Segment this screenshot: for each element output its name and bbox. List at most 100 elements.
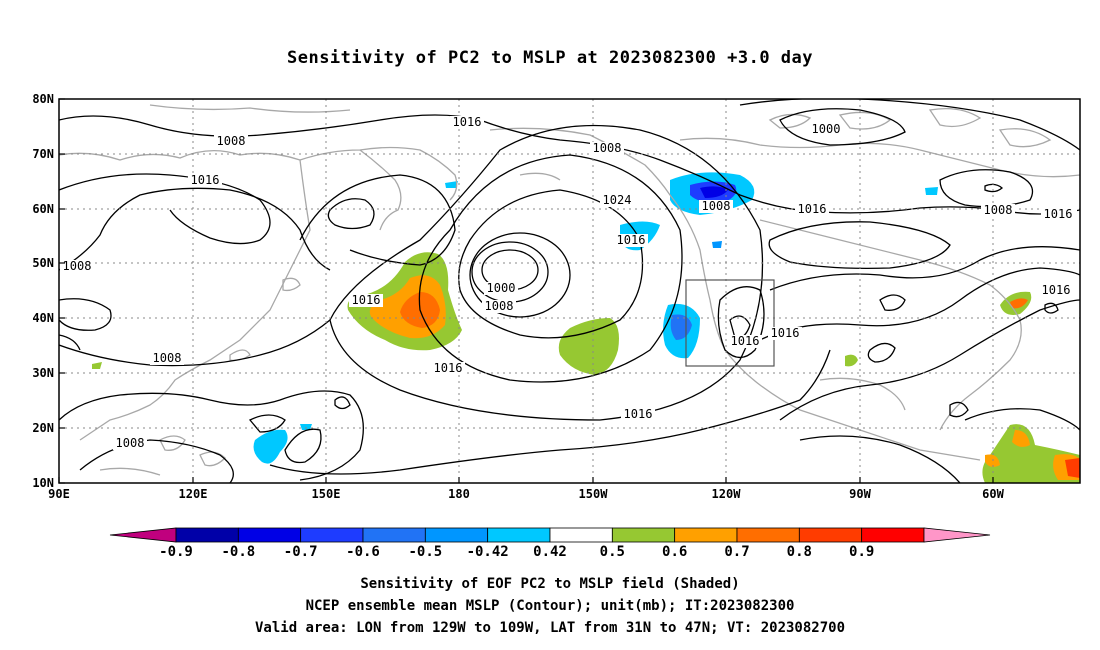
colorbar-tick-label: -0.42 xyxy=(467,544,509,560)
contour-label-bg xyxy=(60,260,94,273)
contour-labels: 1016 1008 1016 1008 1000 1016 1008 1016 1024 1008… xyxy=(60,115,1077,450)
contour-label-bg xyxy=(484,282,518,295)
caption-line-shaded: Sensitivity of EOF PC2 to MSLP field (Sh… xyxy=(360,576,740,592)
colorbar-segment xyxy=(237,527,302,543)
contour-label: 1008 xyxy=(485,299,514,313)
lon-label: 120W xyxy=(712,487,742,501)
contour-label-bg xyxy=(699,200,733,213)
contour-label-bg xyxy=(981,204,1015,217)
contour-label: 1016 xyxy=(731,334,760,348)
contour-label-bg xyxy=(214,135,248,148)
positive-shade-region xyxy=(1065,458,1080,478)
contour-label-bg xyxy=(600,194,634,207)
plot-frame xyxy=(58,98,1081,484)
lon-label: 90E xyxy=(48,487,70,501)
contour-label: 1000 xyxy=(812,122,841,136)
contour-label: 1008 xyxy=(702,199,731,213)
contour-label-bg xyxy=(482,300,516,313)
mslp-contours xyxy=(59,99,1080,483)
positive-shade-region xyxy=(92,362,102,369)
colorbar-segment xyxy=(424,527,489,543)
contour-label: 1024 xyxy=(603,193,632,207)
colorbar-segment xyxy=(736,527,800,543)
positive-shade-region xyxy=(1010,298,1028,309)
contour-label: 1008 xyxy=(217,134,246,148)
contour-label-bg xyxy=(590,142,624,155)
lat-label: 20N xyxy=(32,421,54,435)
lon-label: 90W xyxy=(849,487,871,501)
lon-label: 120E xyxy=(179,487,208,501)
colorbar-tick-label: 0.9 xyxy=(849,544,874,560)
lat-label: 70N xyxy=(32,147,54,161)
contour-label: 1016 xyxy=(352,293,381,307)
caption-block: Sensitivity of EOF PC2 to MSLP field (Sh… xyxy=(0,573,1100,639)
contour-label-bg xyxy=(1039,284,1073,297)
colorbar-segment xyxy=(549,527,613,543)
contour-label: 1016 xyxy=(771,326,800,340)
colorbar-segment xyxy=(300,527,364,543)
colorbar-tick-label: 0.42 xyxy=(533,544,567,560)
lat-label: 50N xyxy=(32,256,54,270)
positive-shade-region xyxy=(1012,430,1030,447)
contour-label-bg xyxy=(113,437,147,450)
colorbar-tick-label: 0.8 xyxy=(787,544,812,560)
negative-shade-region xyxy=(700,186,728,198)
caption-line-valid-area: Valid area: LON from 129W to 109W, LAT f… xyxy=(254,620,845,636)
contour-label-bg xyxy=(431,362,465,375)
colorbar-segment xyxy=(861,527,925,543)
negative-shade-region xyxy=(670,314,692,340)
colorbar-tick-label: -0.7 xyxy=(284,544,318,560)
colorbar-tick-label: 0.7 xyxy=(724,544,749,560)
contour-label-bg xyxy=(450,116,484,129)
colorbar-segment xyxy=(674,527,738,543)
contour-label-bg xyxy=(188,174,222,187)
gridlines xyxy=(59,99,1080,483)
colorbar-segment xyxy=(362,527,426,543)
latitude-labels: 80N 70N 60N 50N 40N 30N 20N 10N xyxy=(32,92,54,490)
colorbar: -0.9 -0.8 -0.7 -0.6 -0.5 -0.42 0.42 0.5 0.6 0.7 0.… xyxy=(109,527,991,560)
contour-label: 1008 xyxy=(984,203,1013,217)
lat-label: 30N xyxy=(32,366,54,380)
contour-label-bg xyxy=(768,327,802,340)
contour-label: 1016 xyxy=(617,233,646,247)
negative-shade-region xyxy=(712,241,722,248)
plot-area xyxy=(59,99,1080,483)
lat-label: 60N xyxy=(32,202,54,216)
colorbar-tick-label: 0.6 xyxy=(662,544,687,560)
contour-label-bg xyxy=(621,408,655,421)
colorbar-end-high xyxy=(923,527,991,543)
colorbar-end-low xyxy=(109,527,177,543)
contour-label-bg xyxy=(614,234,648,247)
contour-label: 1016 xyxy=(434,361,463,375)
contour-label: 1016 xyxy=(1042,283,1071,297)
contour-label: 1016 xyxy=(191,173,220,187)
colorbar-segment xyxy=(611,527,676,543)
colorbar-segment xyxy=(487,527,551,543)
contour-label-bg xyxy=(795,203,829,216)
contour-label: 1008 xyxy=(116,436,145,450)
contour-label: 1008 xyxy=(153,351,182,365)
axis-ticks xyxy=(58,98,994,484)
colorbar-tick-label: -0.9 xyxy=(159,544,193,560)
contour-label-bg xyxy=(150,352,184,365)
lon-label: 150E xyxy=(312,487,341,501)
contour-label: 1016 xyxy=(453,115,482,129)
lat-label: 40N xyxy=(32,311,54,325)
map-title: Sensitivity of PC2 to MSLP at 2023082300… xyxy=(286,48,813,68)
negative-shade-region xyxy=(925,187,938,195)
contour-label-bg xyxy=(1041,208,1075,221)
negative-shade-region xyxy=(300,424,312,430)
contour-label-bg xyxy=(809,123,843,136)
colorbar-tick-label: 0.5 xyxy=(600,544,625,560)
contour-label: 1016 xyxy=(798,202,827,216)
lon-label: 60W xyxy=(982,487,1004,501)
colorbar-segment xyxy=(798,527,863,543)
contour-label: 1008 xyxy=(593,141,622,155)
contour-label: 1008 xyxy=(63,259,92,273)
contour-label-bg xyxy=(728,335,762,348)
lat-label: 10N xyxy=(32,476,54,490)
positive-shade-region xyxy=(845,354,858,367)
contour-label: 1016 xyxy=(624,407,653,421)
colorbar-segment xyxy=(175,527,239,543)
